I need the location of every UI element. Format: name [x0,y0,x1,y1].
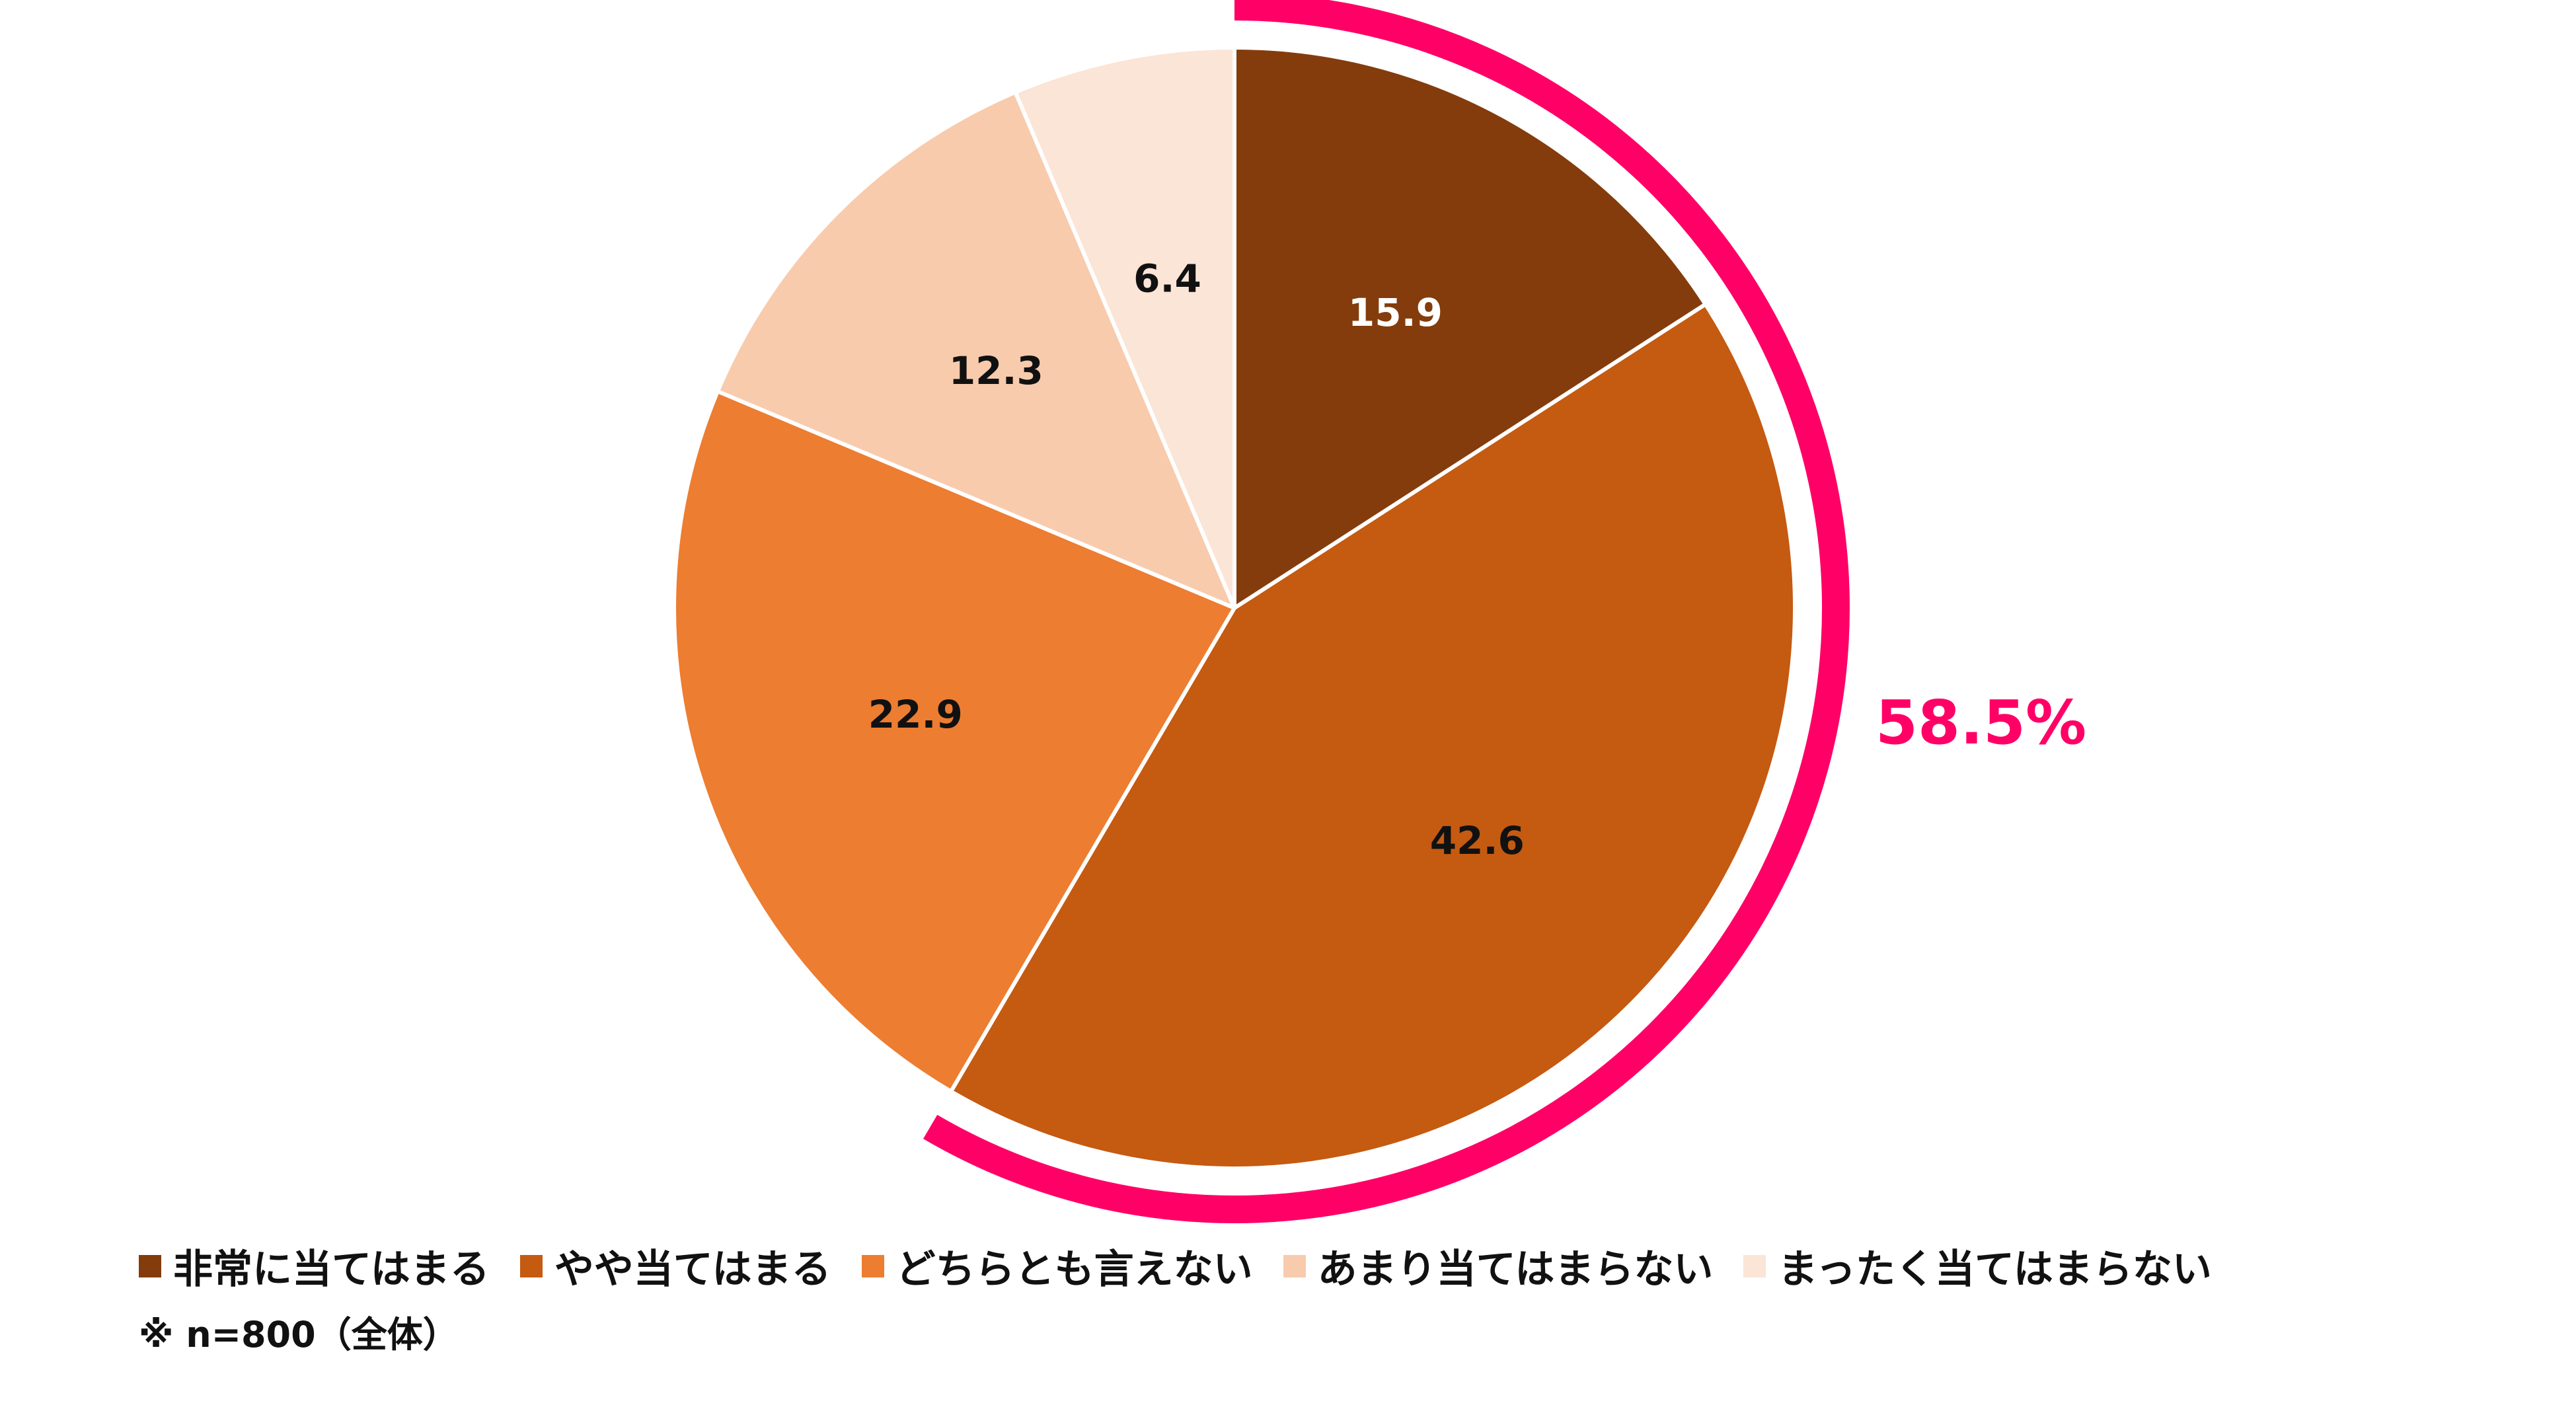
slice-value-label: 15.9 [1348,290,1443,335]
sample-size-note: ※ n=800（全体） [139,1314,459,1355]
slice-value-label: 6.4 [1133,256,1201,301]
pie-slice [715,90,1236,610]
legend-label: まったく当てはまらない [1778,1246,2212,1293]
legend-item: どちらとも言えない [861,1237,1253,1295]
pie-slice [1232,46,1708,610]
legend-swatch [519,1254,543,1277]
slice-value-label: 12.3 [949,348,1043,393]
legend-swatch [1743,1254,1766,1277]
highlight-arc [923,0,1850,1223]
pie-slice [672,389,1236,1094]
slice-value-label: 22.9 [868,692,963,737]
legend-item: あまり当てはまらない [1283,1237,1714,1295]
pie-slice [949,302,1797,1170]
legend-item: まったく当てはまらない [1743,1237,2212,1295]
legend-swatch [861,1254,884,1277]
slice-labels: 15.9 42.6 22.9 12.3 6.4 [868,256,1525,863]
legend-label: どちらとも言えない [895,1246,1253,1293]
highlight-percentage-label: 58.5% [1875,687,2086,758]
legend: 非常に当てはまる やや当てはまる どちらとも言えない あまり当てはまらない まっ… [139,1237,2242,1295]
legend-swatch [139,1254,161,1277]
legend-swatch [1283,1254,1306,1277]
slice-value-label: 42.6 [1430,818,1525,863]
pie-slices [672,46,1797,1170]
legend-label: あまり当てはまらない [1317,1246,1714,1293]
legend-label: やや当てはまる [554,1246,831,1293]
legend-item: 非常に当てはまる [139,1237,490,1295]
pie-slice [1013,46,1236,610]
legend-item: やや当てはまる [519,1237,831,1295]
legend-label: 非常に当てはまる [173,1246,490,1293]
